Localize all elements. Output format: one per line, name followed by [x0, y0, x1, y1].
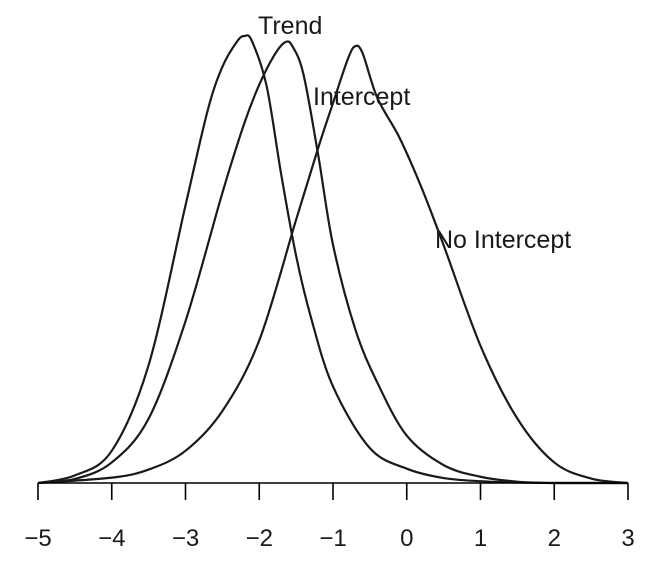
curves-group	[37, 34, 629, 485]
x-axis: −5 −4 −3 −2 −1 0 1 2 3	[24, 482, 635, 552]
x-tick-label: −2	[246, 525, 273, 552]
x-tick-label: −1	[319, 525, 346, 552]
x-tick-label: −4	[98, 525, 125, 552]
x-tick-label: 3	[621, 525, 634, 552]
series-label-intercept: Intercept	[313, 83, 410, 111]
series-label-trend: Trend	[258, 12, 322, 40]
series-label-no-intercept: No Intercept	[435, 226, 571, 254]
x-tick-label: 0	[400, 525, 413, 552]
curve-trend	[37, 34, 628, 485]
series-labels: Trend Intercept No Intercept	[258, 12, 571, 254]
x-tick-label: 1	[474, 525, 487, 552]
x-tick-label: −3	[172, 525, 199, 552]
curve-no-intercept	[37, 44, 629, 485]
curve-intercept	[37, 40, 628, 485]
x-tick-label: 2	[548, 525, 561, 552]
x-tick-label: −5	[24, 525, 51, 552]
